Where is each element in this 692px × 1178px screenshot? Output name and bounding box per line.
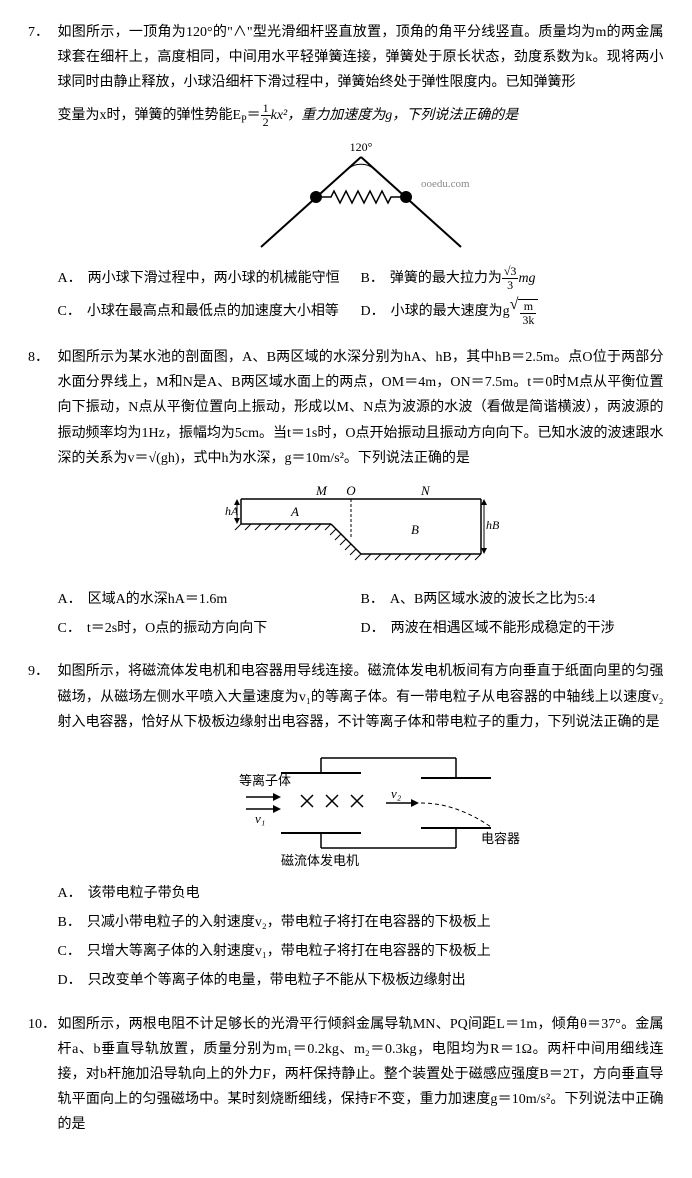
q8-option-c: C．t＝2s时，O点的振动方向向下 bbox=[58, 616, 361, 641]
q9-figure: 等离子体 v₁ v₂ 磁流体发电机 电容器 bbox=[58, 743, 664, 873]
q8-M: M bbox=[315, 483, 328, 498]
q9-diagram: 等离子体 v₁ v₂ 磁流体发电机 电容器 bbox=[191, 743, 531, 873]
q9-cap: 电容器 bbox=[481, 831, 520, 846]
q9-body: 如图所示，将磁流体发电机和电容器用导线连接。磁流体发电机板间有方向垂直于纸面向里… bbox=[58, 659, 664, 997]
q7-b-frac: √33 bbox=[502, 265, 519, 292]
q9-option-d: D．只改变单个等离子体的电量，带电粒子不能从下极板边缘射出 bbox=[58, 968, 664, 993]
q7-d-sqrt: √m3k bbox=[510, 297, 539, 327]
q7-option-d: D． 小球的最大速度为g √m3k bbox=[361, 297, 664, 327]
q9-plasma: 等离子体 bbox=[239, 773, 291, 788]
q8-body: 如图所示为某水池的剖面图，A、B两区域的水深分别为hA、hB，其中hB＝2.5m… bbox=[58, 345, 664, 645]
q7-option-c: C．小球在最高点和最低点的加速度大小相等 bbox=[58, 297, 361, 327]
q8-number: 8． bbox=[28, 345, 54, 370]
q7-stem-2: 变量为x时，弹簧的弹性势能EP＝12kx²，重力加速度为g，下列说法正确的是 bbox=[58, 102, 664, 130]
question-8: 8． 如图所示为某水池的剖面图，A、B两区域的水深分别为hA、hB，其中hB＝2… bbox=[28, 345, 664, 645]
q7-option-b: B． 弹簧的最大拉力为 √33 mg bbox=[361, 265, 664, 292]
q8-figure: M O N A B hA hB bbox=[58, 479, 664, 579]
q10-number: 10． bbox=[28, 1012, 54, 1037]
q10-body: 如图所示，两根电阻不计足够长的光滑平行倾斜金属导轨MN、PQ间距L＝1m，倾角θ… bbox=[58, 1012, 664, 1144]
q9-number: 9． bbox=[28, 659, 54, 684]
q9-gen: 磁流体发电机 bbox=[281, 853, 359, 868]
q8-hB: hB bbox=[486, 518, 500, 532]
q7-stem2-pre: 变量为x时，弹簧的弹性势能E bbox=[58, 107, 242, 122]
q7-option-a: A．两小球下滑过程中，两小球的机械能守恒 bbox=[58, 265, 361, 292]
q7-figure: 120° ooedu.com bbox=[58, 137, 664, 257]
question-7: 7． 如图所示，一顶角为120°的"∧"型光滑细杆竖直放置，顶角的角平分线竖直。… bbox=[28, 20, 664, 331]
q8-N: N bbox=[420, 483, 431, 498]
q7-angle-label: 120° bbox=[349, 140, 372, 154]
opt-a-text: A．两小球下滑过程中，两小球的机械能守恒 bbox=[58, 266, 340, 291]
q8-diagram: M O N A B hA hB bbox=[211, 479, 511, 579]
q9-v2: v₂ bbox=[391, 786, 402, 801]
q8-options: A．区域A的水深hA＝1.6m B．A、B两区域水波的波长之比为5:4 C．t＝… bbox=[58, 587, 664, 645]
q8-option-a: A．区域A的水深hA＝1.6m bbox=[58, 587, 361, 612]
q8-stem: 如图所示为某水池的剖面图，A、B两区域的水深分别为hA、hB，其中hB＝2.5m… bbox=[58, 345, 664, 471]
q9-option-c: C．只增大等离子体的入射速度v₁，带电粒子将打在电容器的下极板上 bbox=[58, 939, 664, 964]
q7-options: A．两小球下滑过程中，两小球的机械能守恒 B． 弹簧的最大拉力为 √33 mg … bbox=[58, 265, 664, 331]
fraction-half: 12 bbox=[261, 102, 271, 129]
q7-stem2-kx: kx²，重力加速度为g，下列说法正确的是 bbox=[271, 107, 519, 122]
q8-option-d: D．两波在相遇区域不能形成稳定的干涉 bbox=[361, 616, 664, 641]
q9-options: A．该带电粒子带负电 B．只减小带电粒子的入射速度v₂，带电粒子将打在电容器的下… bbox=[58, 881, 664, 994]
question-10: 10． 如图所示，两根电阻不计足够长的光滑平行倾斜金属导轨MN、PQ间距L＝1m… bbox=[28, 1012, 664, 1144]
q7-stem2-mid: ＝ bbox=[247, 107, 261, 122]
q9-v1: v₁ bbox=[255, 811, 265, 826]
q8-option-b: B．A、B两区域水波的波长之比为5:4 bbox=[361, 587, 664, 612]
q8-O: O bbox=[346, 483, 356, 498]
q9-stem: 如图所示，将磁流体发电机和电容器用导线连接。磁流体发电机板间有方向垂直于纸面向里… bbox=[58, 659, 664, 735]
q9-option-a: A．该带电粒子带负电 bbox=[58, 881, 664, 906]
q8-A: A bbox=[290, 504, 299, 519]
q7-diagram: 120° ooedu.com bbox=[221, 137, 501, 257]
q10-stem: 如图所示，两根电阻不计足够长的光滑平行倾斜金属导轨MN、PQ间距L＝1m，倾角θ… bbox=[58, 1012, 664, 1138]
q7-body: 如图所示，一顶角为120°的"∧"型光滑细杆竖直放置，顶角的角平分线竖直。质量均… bbox=[58, 20, 664, 331]
q7-number: 7． bbox=[28, 20, 54, 45]
question-9: 9． 如图所示，将磁流体发电机和电容器用导线连接。磁流体发电机板间有方向垂直于纸… bbox=[28, 659, 664, 997]
q7-stem-1: 如图所示，一顶角为120°的"∧"型光滑细杆竖直放置，顶角的角平分线竖直。质量均… bbox=[58, 20, 664, 96]
q9-option-b: B．只减小带电粒子的入射速度v₂，带电粒子将打在电容器的下极板上 bbox=[58, 910, 664, 935]
q7-watermark: ooedu.com bbox=[421, 178, 470, 190]
q8-B: B bbox=[411, 522, 419, 537]
